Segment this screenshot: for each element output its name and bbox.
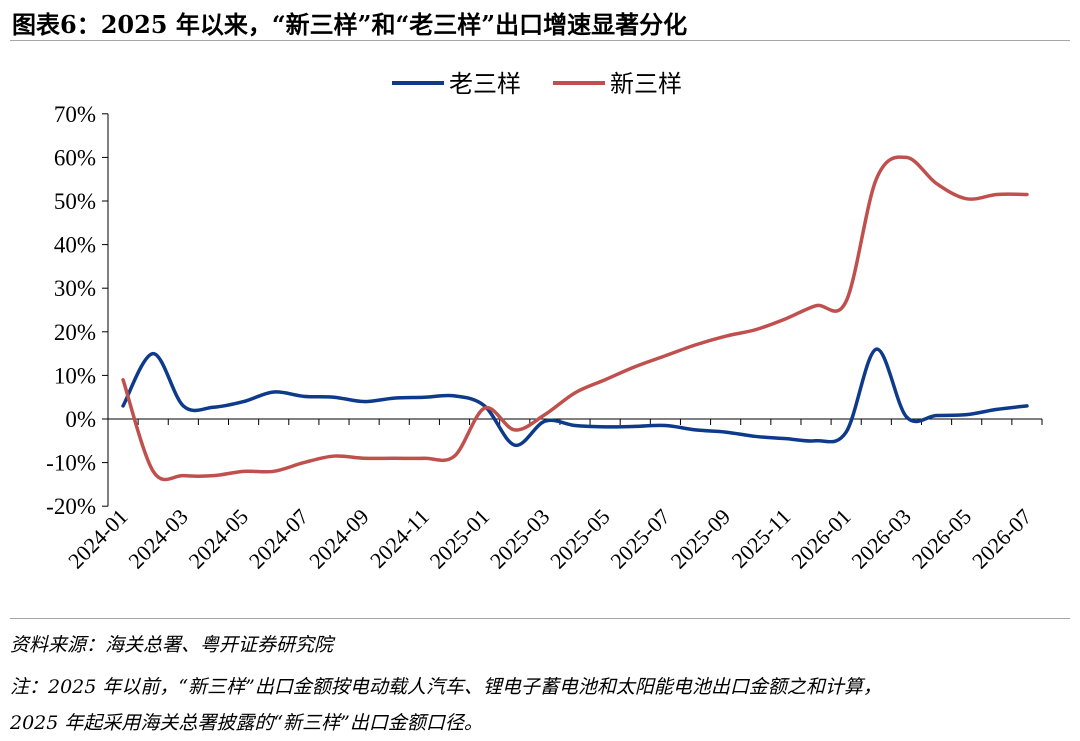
x-tick-label: 2026-05 <box>907 504 977 574</box>
legend-label-2: 新三样 <box>610 70 682 98</box>
y-tick-label: 40% <box>54 233 96 258</box>
series-line-2 <box>121 155 1029 482</box>
y-tick-label: 50% <box>54 189 96 214</box>
legend: 老三样 新三样 <box>392 70 682 98</box>
footnote-line-2: 2025 年起采用海关总署披露的“新三样”出口金额口径。 <box>10 712 483 734</box>
x-tick-label: 2025-03 <box>485 504 555 574</box>
x-tick-label: 2025-07 <box>605 504 675 574</box>
y-tick-label: -10% <box>46 451 96 476</box>
x-tick-label: 2026-07 <box>967 504 1037 574</box>
x-tick-label: 2024-11 <box>365 504 434 573</box>
y-tick-label: 70% <box>54 102 96 127</box>
x-tick-label: 2024-03 <box>123 504 193 574</box>
series-lines <box>121 155 1029 482</box>
footnote-line-1: 注：2025 年以前，“新三样”出口金额按电动载人汽车、锂电子蓄电池和太阳能电池… <box>10 676 882 698</box>
line-chart: 老三样 新三样 -20% -10% 0% 10% 20% 30% 40% 50% 60% 70% 2… <box>46 70 1043 574</box>
x-tick-label: 2024-05 <box>184 504 254 574</box>
source-note: 资料来源：海关总署、粤开证券研究院 <box>10 634 334 656</box>
y-axis: -20% -10% 0% 10% 20% 30% 40% 50% 60% 70% <box>46 102 109 519</box>
x-tick-label: 2025-11 <box>726 504 795 573</box>
source-divider <box>10 618 1070 619</box>
chart-title: 图表6：2025 年以来，“新三样”和“老三样”出口增速显著分化 <box>12 10 688 39</box>
series-line-1 <box>121 347 1029 447</box>
x-tick-label: 2024-09 <box>304 504 374 574</box>
x-tick-label: 2026-03 <box>846 504 916 574</box>
x-tick-label: 2025-05 <box>545 504 615 574</box>
x-tick-label: 2024-07 <box>244 504 314 574</box>
y-tick-label: 30% <box>54 276 96 301</box>
title-divider <box>10 40 1070 41</box>
y-tick-label: -20% <box>46 494 96 519</box>
y-tick-label: 60% <box>54 145 96 170</box>
x-axis: 2024-012024-032024-052024-072024-092024-… <box>63 418 1043 574</box>
y-tick-label: 10% <box>54 363 96 388</box>
x-tick-label: 2026-01 <box>786 504 856 574</box>
y-tick-label: 20% <box>54 320 96 345</box>
x-tick-label: 2025-01 <box>425 504 495 574</box>
y-tick-label: 0% <box>65 407 96 432</box>
x-tick-label: 2025-09 <box>666 504 736 574</box>
legend-label-1: 老三样 <box>449 70 521 98</box>
